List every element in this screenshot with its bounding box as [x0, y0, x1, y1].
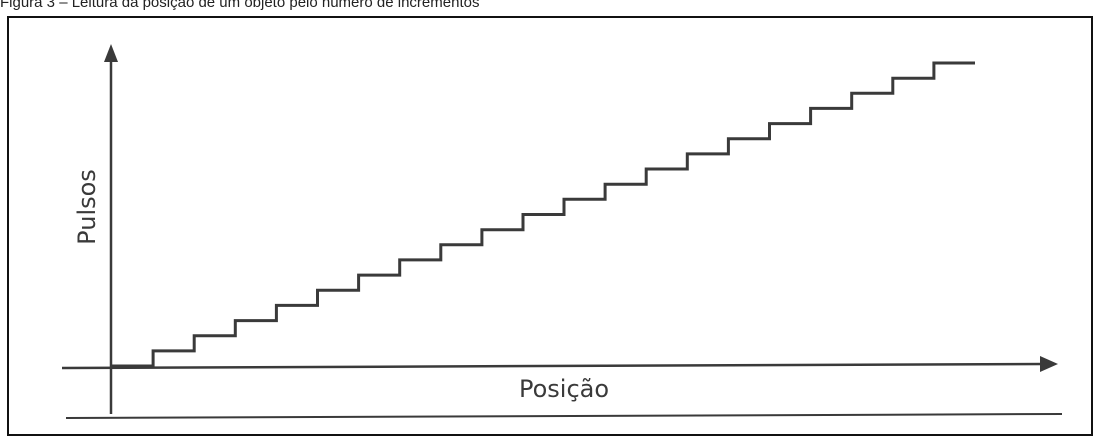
x-axis-label: Posição	[519, 375, 609, 403]
series-layer	[112, 61, 975, 368]
y-axis-label: Pulsos	[73, 169, 101, 245]
figure-caption: Figura 3 – Leitura da posição de um obje…	[0, 0, 480, 11]
y-axis-arrow	[104, 44, 118, 62]
axes	[61, 44, 1063, 419]
x-axis-line	[61, 362, 1047, 370]
step-series-line	[112, 61, 975, 368]
baseline-rule	[65, 413, 1063, 419]
x-axis-arrow	[1040, 356, 1058, 372]
